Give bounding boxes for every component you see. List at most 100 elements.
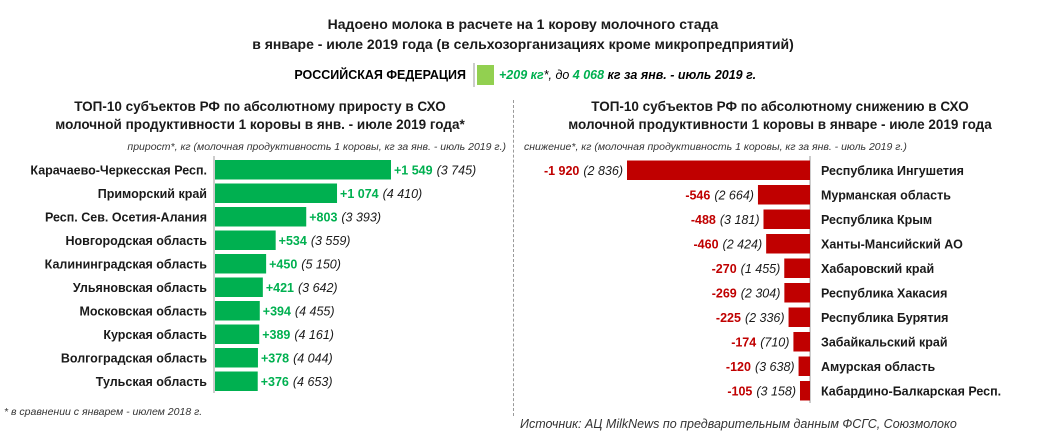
increase-bar: [215, 277, 263, 297]
increase-data-label: +394 (4 455): [263, 304, 335, 318]
increase-data-label: +534 (3 559): [279, 234, 351, 248]
decrease-data-label: -546 (2 664): [685, 188, 754, 202]
decrease-bar: [766, 234, 810, 254]
decrease-value-label: -1 920: [544, 164, 579, 178]
decrease-data-label: -105 (3 158): [727, 384, 796, 398]
increase-bar: [215, 160, 391, 180]
decrease-total-label: (2 664): [714, 188, 754, 202]
decrease-data-label: -174 (710): [731, 335, 789, 349]
panel-divider: [513, 100, 514, 416]
decrease-bar: [784, 258, 810, 278]
decrease-bar: [763, 209, 810, 229]
increase-value-label: +534: [279, 234, 307, 248]
federation-delta: +209 кг: [499, 68, 544, 82]
increase-bar: [215, 371, 258, 391]
decrease-data-label: -120 (3 638): [726, 360, 795, 374]
increase-data-label: +389 (4 161): [262, 328, 334, 342]
federation-tail-text: кг за янв. - июль 2019 г.: [604, 68, 756, 82]
decrease-category-label: Республика Ингушетия: [821, 164, 964, 178]
decrease-data-label: -270 (1 455): [712, 262, 781, 276]
decrease-category-label: Мурманская область: [821, 188, 951, 202]
federation-summary: РОССИЙСКАЯ ФЕДЕРАЦИЯ +209 кг*, до 4 068 …: [294, 63, 756, 87]
increase-data-label: +1 549 (3 745): [394, 163, 476, 177]
decrease-data-label: -460 (2 424): [694, 237, 763, 251]
chart-title-line1: Надоено молока в расчете на 1 корову мол…: [327, 16, 719, 32]
decrease-total-label: (2 424): [723, 237, 763, 251]
decrease-value-label: -488: [691, 213, 716, 227]
federation-label: РОССИЙСКАЯ ФЕДЕРАЦИЯ: [294, 67, 466, 82]
decrease-total-label: (3 638): [755, 360, 795, 374]
increase-total-label: (5 150): [301, 257, 341, 271]
decrease-bar: [799, 381, 810, 401]
decrease-value-label: -225: [716, 311, 741, 325]
decrease-category-label: Забайкальский край: [821, 335, 948, 349]
increase-total-label: (3 559): [311, 234, 351, 248]
decrease-total-label: (3 158): [756, 384, 796, 398]
decrease-value-label: -269: [712, 286, 737, 300]
decrease-total-label: (2 304): [741, 286, 781, 300]
increase-category-label: Московская область: [79, 304, 207, 318]
increase-category-label: Карачаево-Черкесская Респ.: [30, 163, 207, 177]
left-chart-title-line1: ТОП-10 субъектов РФ по абсолютному приро…: [74, 99, 446, 114]
increase-value-label: +378: [261, 351, 289, 365]
increase-bar: [215, 230, 276, 250]
right-chart-note: снижение*, кг (молочная продуктивность 1…: [524, 141, 907, 153]
increase-value-label: +376: [261, 375, 289, 389]
decrease-data-label: -488 (3 181): [691, 213, 760, 227]
increase-category-label: Тульская область: [96, 375, 208, 389]
increase-value-label: +421: [266, 281, 294, 295]
increase-value-label: +1 549: [394, 163, 433, 177]
increase-bar: [215, 301, 260, 321]
increase-bar: [215, 254, 267, 274]
increase-data-label: +376 (4 653): [261, 375, 333, 389]
increase-data-label: +421 (3 642): [266, 281, 338, 295]
decrease-data-label: -269 (2 304): [712, 286, 781, 300]
decrease-bar: [627, 160, 810, 180]
decrease-category-label: Республика Бурятия: [821, 311, 948, 325]
left-chart-note: прирост*, кг (молочная продуктивность 1 …: [127, 141, 506, 153]
decrease-category-label: Республика Хакасия: [821, 286, 947, 300]
increase-bar: [215, 348, 258, 368]
increase-value-label: +389: [262, 328, 290, 342]
decrease-value-label: -270: [712, 262, 737, 276]
decrease-bar-chart: Республика Ингушетия -1 920 (2 836) Мурманс…: [544, 156, 1001, 403]
decrease-total-label: (3 181): [720, 213, 760, 227]
federation-total: 4 068: [572, 68, 604, 82]
decrease-bar: [793, 332, 810, 352]
increase-category-label: Новгородская область: [65, 234, 207, 248]
increase-bar: [215, 183, 338, 203]
increase-category-label: Приморский край: [98, 187, 207, 201]
increase-total-label: (3 393): [341, 210, 381, 224]
increase-value-label: +803: [309, 210, 337, 224]
decrease-category-label: Амурская область: [821, 360, 935, 374]
right-chart-title-line1: ТОП-10 субъектов РФ по абсолютному сниже…: [591, 99, 969, 114]
decrease-total-label: (710): [760, 335, 789, 349]
increase-value-label: +394: [263, 304, 291, 318]
left-chart-title-line2: молочной продуктивности 1 коровы в янв. …: [55, 117, 465, 132]
increase-data-label: +378 (4 044): [261, 351, 333, 365]
decrease-value-label: -105: [727, 384, 752, 398]
increase-total-label: (3 642): [298, 281, 338, 295]
chart-title-line2: в январе - июле 2019 года (в сельхозорга…: [252, 36, 794, 52]
decrease-total-label: (1 455): [741, 262, 781, 276]
increase-total-label: (4 410): [383, 187, 423, 201]
increase-category-label: Калининградская область: [45, 257, 208, 271]
decrease-data-label: -225 (2 336): [716, 311, 785, 325]
increase-total-label: (3 745): [437, 163, 477, 177]
decrease-value-label: -120: [726, 360, 751, 374]
federation-value: +209 кг*, до 4 068 кг за янв. - июль 201…: [499, 68, 756, 82]
increase-data-label: +803 (3 393): [309, 210, 381, 224]
decrease-category-label: Хабаровский край: [821, 262, 934, 276]
increase-data-label: +1 074 (4 410): [340, 187, 422, 201]
decrease-value-label: -546: [685, 188, 710, 202]
decrease-bar: [784, 283, 810, 303]
increase-bar-chart: Карачаево-Черкесская Респ. +1 549 (3 745) П…: [30, 156, 476, 393]
source-note: Источник: АЦ MilkNews по предварительным…: [520, 417, 957, 431]
federation-bar: [477, 65, 494, 85]
increase-total-label: (4 455): [295, 304, 335, 318]
increase-category-label: Волгоградская область: [61, 351, 207, 365]
decrease-total-label: (2 336): [745, 311, 785, 325]
increase-category-label: Ульяновская область: [73, 281, 207, 295]
increase-total-label: (4 044): [293, 351, 333, 365]
federation-delta-mark: *: [544, 68, 550, 82]
